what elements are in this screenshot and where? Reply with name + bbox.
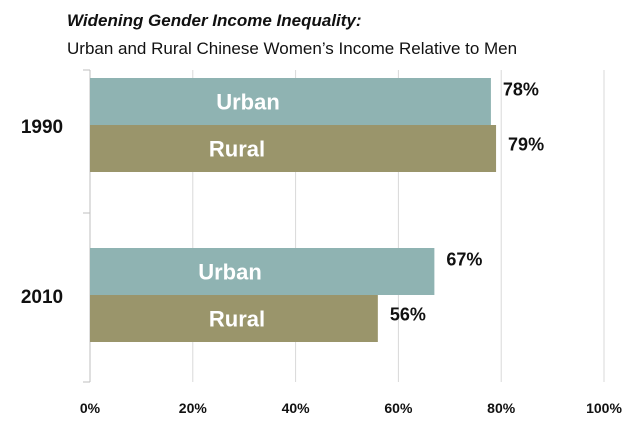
bar-series-label: Urban [198,260,262,285]
x-tick-label: 60% [384,400,413,416]
value-label-rural-1990: 79% [508,135,544,155]
bar-urban-1990 [90,78,491,125]
bar-series-label: Urban [216,90,280,115]
x-tick-label: 0% [80,400,101,416]
category-label-1990: 1990 [21,117,63,138]
x-tick-label: 100% [586,400,622,416]
category-label-2010: 2010 [21,287,63,308]
value-label-urban-1990: 78% [503,80,539,100]
x-tick-label: 80% [487,400,516,416]
bar-series-label: Rural [209,137,265,162]
chart-subtitle: Urban and Rural Chinese Women’s Income R… [67,39,518,58]
chart-title: Widening Gender Income Inequality: [67,11,362,30]
bar-urban-2010 [90,248,435,295]
bar-rural-2010 [90,295,378,342]
x-tick-label: 40% [282,400,311,416]
bar-series-label: Rural [209,307,265,332]
value-label-rural-2010: 56% [390,305,426,325]
x-tick-label: 20% [179,400,208,416]
bar-rural-1990 [90,125,497,172]
value-label-urban-2010: 67% [446,250,482,270]
